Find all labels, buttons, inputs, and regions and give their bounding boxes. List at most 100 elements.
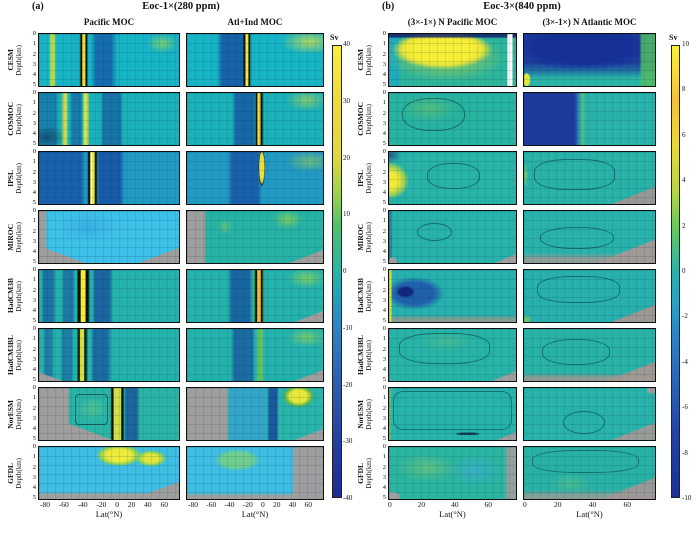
- panel-grid: [524, 34, 655, 86]
- model-name: HadCM3BL: [6, 334, 16, 375]
- panel-b-hadcm3bl-npacific: [388, 328, 517, 382]
- panel-a-noresm-atlind: [186, 387, 324, 441]
- panel-grid: [187, 152, 323, 204]
- depth-tick-label: 4: [382, 130, 386, 138]
- panel-grid: [39, 270, 179, 322]
- x-tick-label: 20: [127, 500, 136, 509]
- depth-tick-label: 2: [382, 345, 386, 353]
- depth-ticks: 0 1 2 3 4 5: [378, 266, 388, 325]
- colorbar-tick-label: -40: [343, 494, 353, 502]
- colorbar-tick-label: -10: [343, 323, 353, 332]
- panel-b-ipsl-npacific: [388, 151, 517, 205]
- y-axis-label: Depth(km): [14, 398, 23, 430]
- panel-grid: [524, 388, 655, 440]
- panel-grid: [187, 93, 323, 145]
- depth-tick-label: 5: [32, 258, 36, 266]
- x-tick-label: -60: [58, 500, 69, 509]
- panel-group-a: (a) Eoc-1×(280 ppm) Pacific MOC Atl+Ind …: [2, 1, 332, 519]
- model-name: MIROC: [356, 223, 366, 251]
- depth-tick-label: 1: [32, 394, 36, 402]
- panel-b-ipsl-natlantic: [523, 151, 656, 205]
- colorbar-tick-label: 0: [682, 266, 686, 275]
- x-axis-label: Lat(°N): [95, 509, 123, 520]
- x-tick-label: 40: [588, 500, 597, 509]
- panel-b-noresm-natlantic: [523, 387, 656, 441]
- depth-tick-label: 4: [382, 71, 386, 79]
- depth-tick-label: 1: [32, 453, 36, 461]
- panel-a-miroc-atlind: [186, 210, 324, 264]
- panel-grid: [187, 447, 323, 499]
- depth-tick-label: 4: [382, 189, 386, 197]
- depth-ticks: 0 1 2 3 4 5: [28, 30, 38, 89]
- depth-tick-label: 4: [32, 189, 36, 197]
- model-name: IPSL: [356, 169, 366, 187]
- colorbar-tick-label: 4: [682, 176, 686, 185]
- col-title-n-atlantic-moc: (3×-1×) N Atlantic MOC: [542, 17, 637, 27]
- y-axis-label: Depth(km): [14, 162, 23, 194]
- row-label-gfdl-a: GFDL Depth(km): [2, 446, 28, 500]
- panel-grid: [524, 270, 655, 322]
- y-axis-label: Depth(km): [364, 103, 373, 135]
- row-cesm-b: CESM Depth(km) 0 1 2 3 4 5: [352, 30, 672, 88]
- depth-tick-label: 3: [382, 237, 386, 245]
- depth-tick-label: 4: [382, 484, 386, 492]
- colorbar-tick-label: 20: [343, 153, 350, 162]
- depth-tick-label: 2: [32, 286, 36, 294]
- colorbar-tick-label: 2: [682, 221, 686, 230]
- depth-tick-label: 4: [32, 366, 36, 374]
- depth-tick-label: 3: [32, 355, 36, 363]
- panel-a-hadcm3b-atlind: [186, 269, 324, 323]
- depth-tick-label: 0: [382, 266, 386, 273]
- depth-tick-label: 4: [382, 425, 386, 433]
- model-name: COSMOC: [356, 102, 366, 136]
- colorbar-a-gradient: [332, 45, 342, 498]
- y-axis-label: Depth(km): [14, 339, 23, 371]
- depth-tick-label: 3: [382, 355, 386, 363]
- depth-tick-label: 3: [382, 296, 386, 304]
- panel-grid: [389, 329, 516, 381]
- depth-tick-label: 4: [382, 307, 386, 315]
- panel-grid: [39, 388, 179, 440]
- colorbar-tick-label: -20: [343, 380, 353, 389]
- panel-grid: [524, 211, 655, 263]
- model-name: HadCM3B: [6, 278, 16, 314]
- x-tick-label: 20: [417, 500, 426, 509]
- group-b-header: (b) Eoc-3×(840 ppm): [352, 1, 672, 14]
- panel-a-hadcm3bl-atlind: [186, 328, 324, 382]
- panel-a-hadcm3b-pacific: [38, 269, 180, 323]
- group-a-title: Eoc-1×(280 ppm): [142, 1, 220, 12]
- x-ticks-npacific: 0 20 40 60: [388, 500, 517, 509]
- row-ipsl-b: IPSL Depth(km) 0 1 2 3 4 5: [352, 148, 672, 206]
- depth-ticks: 0 1 2 3 4 5: [28, 148, 38, 207]
- panel-a-cesm-atlind: [186, 33, 324, 87]
- colorbar-tick-label: 10: [682, 40, 689, 48]
- row-gfdl-a: GFDL Depth(km) 0 1 2 3 4 5: [2, 443, 332, 501]
- panel-a-ipsl-pacific: [38, 151, 180, 205]
- depth-tick-label: 2: [32, 168, 36, 176]
- depth-tick-label: 3: [32, 119, 36, 127]
- x-tick-label: 60: [160, 500, 168, 509]
- depth-tick-label: 5: [32, 81, 36, 89]
- depth-tick-label: 0: [32, 207, 36, 214]
- depth-ticks: 0 1 2 3 4 5: [378, 89, 388, 148]
- row-cesm-a: CESM Depth(km) 0 1 2 3 4 5: [2, 30, 332, 89]
- model-name: GFDL: [356, 462, 366, 484]
- depth-tick-label: 0: [382, 89, 386, 96]
- model-name: CESM: [356, 49, 366, 71]
- model-name: COSMOC: [6, 102, 16, 136]
- depth-tick-label: 2: [382, 50, 386, 58]
- panel-b-gfdl-npacific: [388, 446, 517, 500]
- panel-grid: [524, 93, 655, 145]
- colorbar-tick-label: -4: [682, 357, 688, 366]
- row-hadcm3b-a: HadCM3B Depth(km) 0 1 2 3 4 5: [2, 266, 332, 324]
- group-a-x-labels: Lat(°N) Lat(°N): [38, 509, 332, 519]
- depth-tick-label: 5: [32, 140, 36, 148]
- colorbar-tick-label: -6: [682, 403, 688, 412]
- colorbar-a: Sv 40 30 20 10 0 -10 -20 -30 -40: [330, 33, 352, 502]
- x-axis-label: Lat(°N): [439, 509, 466, 520]
- colorbar-a-ticks: 40 30 20 10 0 -10 -20 -30 -40: [343, 41, 352, 502]
- depth-tick-label: 5: [382, 494, 386, 502]
- x-axis-label: Lat(°N): [576, 509, 603, 520]
- y-axis-label: Depth(km): [364, 162, 373, 194]
- x-tick-label: 40: [144, 500, 152, 509]
